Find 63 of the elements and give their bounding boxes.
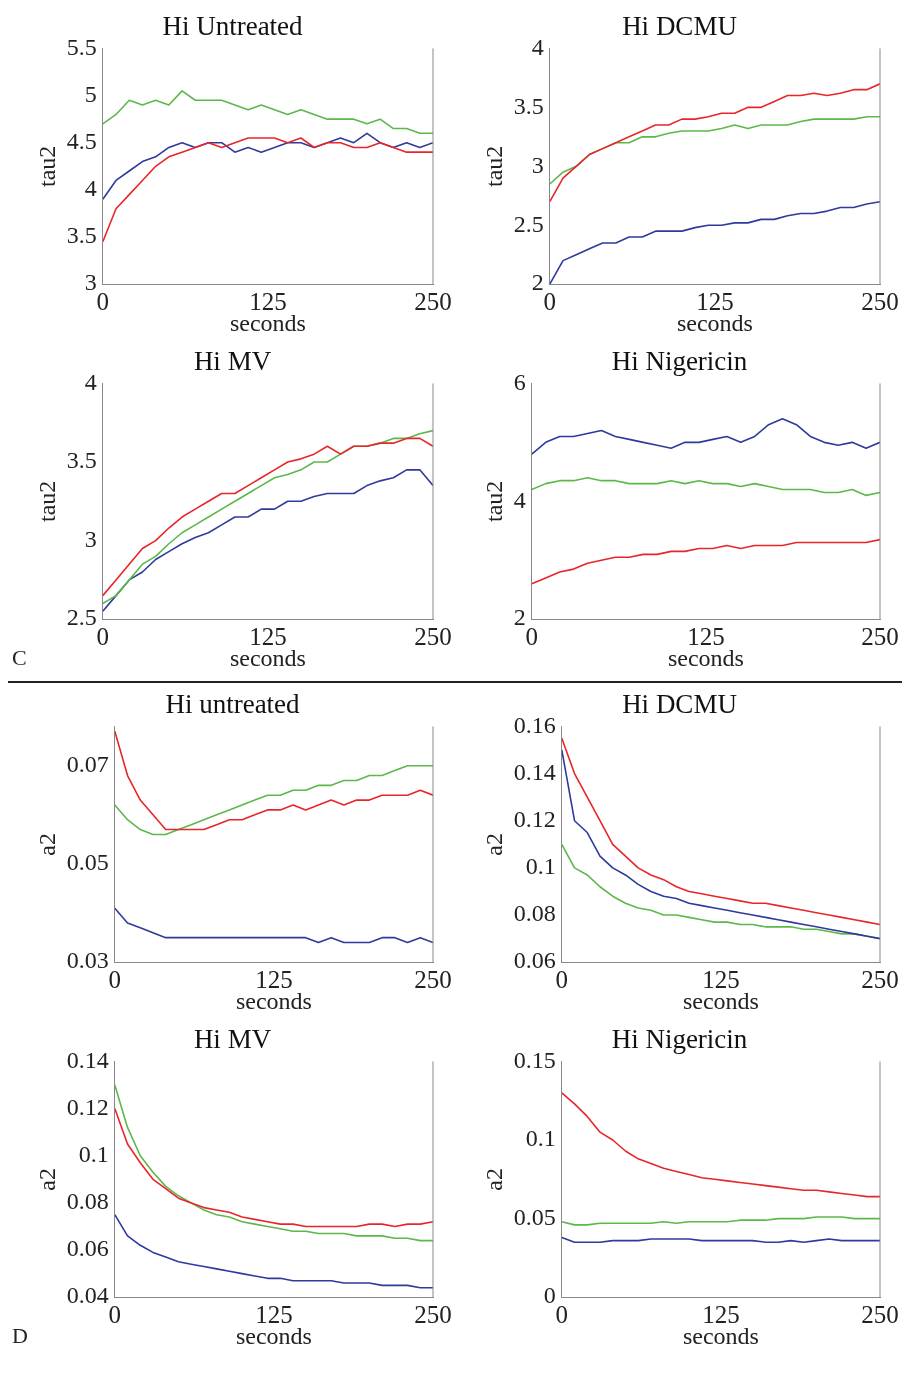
y-tick-label: 4 bbox=[531, 33, 544, 60]
x-tick-label: 250 bbox=[414, 1300, 452, 1328]
x-tick-label: 250 bbox=[861, 622, 899, 650]
y-tick-label: 5 bbox=[84, 80, 97, 107]
y-tick-label: 6 bbox=[513, 368, 526, 395]
chart-title: Hi untreated bbox=[165, 689, 301, 720]
y-tick-label: 0.03 bbox=[66, 947, 109, 974]
y-tick-label: 2 bbox=[513, 604, 526, 631]
y-tick-label: 3 bbox=[84, 525, 97, 552]
y-tick-label: 4 bbox=[84, 368, 97, 395]
text: D bbox=[12, 1322, 28, 1348]
y-tick-label: 3 bbox=[84, 269, 97, 296]
y-tick-label: 0.12 bbox=[66, 1093, 109, 1120]
chart-title: Hi MV bbox=[193, 346, 272, 377]
y-tick-label: 2 bbox=[531, 269, 544, 296]
chart-title: Hi Nigericin bbox=[611, 1024, 748, 1055]
x-tick-label: 250 bbox=[861, 965, 899, 993]
y-tick-label: 0.08 bbox=[66, 1188, 109, 1215]
y-axis-title: tau2 bbox=[33, 480, 60, 522]
x-tick-label: 250 bbox=[861, 1300, 899, 1328]
x-tick-label: 250 bbox=[861, 287, 899, 315]
y-axis-title: a2 bbox=[480, 832, 507, 856]
y-tick-label: 0.1 bbox=[525, 853, 556, 880]
y-tick-label: 4 bbox=[84, 175, 97, 202]
x-tick-label: 250 bbox=[414, 287, 452, 315]
y-tick-label: 0.05 bbox=[66, 849, 109, 876]
y-tick-label: 0.04 bbox=[66, 1282, 109, 1309]
y-tick-label: 0.14 bbox=[66, 1046, 109, 1073]
y-axis-title: tau2 bbox=[480, 480, 507, 522]
chart-title: Hi DCMU bbox=[622, 11, 737, 42]
y-tick-label: 0.07 bbox=[66, 751, 109, 777]
y-tick-label: 0.16 bbox=[513, 711, 556, 738]
y-tick-label: 3.5 bbox=[66, 222, 97, 249]
x-tick-label: 250 bbox=[414, 622, 452, 650]
y-tick-label: 0 bbox=[543, 1282, 556, 1309]
chart-title: Hi Untreated bbox=[162, 11, 304, 42]
y-axis-title: tau2 bbox=[480, 145, 507, 187]
x-tick-label: 250 bbox=[414, 965, 452, 993]
y-tick-label: 0.06 bbox=[66, 1235, 109, 1262]
y-axis-title: tau2 bbox=[33, 145, 60, 187]
y-tick-label: 0.05 bbox=[513, 1203, 556, 1230]
y-tick-label: 0.1 bbox=[78, 1141, 109, 1168]
y-axis-title: a2 bbox=[480, 1167, 507, 1191]
y-tick-label: 0.15 bbox=[513, 1046, 556, 1073]
y-tick-label: 0.06 bbox=[513, 947, 556, 974]
chart-title: Hi Nigericin bbox=[611, 346, 748, 377]
chart-title: Hi MV bbox=[193, 1024, 272, 1055]
y-tick-label: 3.5 bbox=[66, 447, 97, 474]
y-axis-title: a2 bbox=[33, 832, 60, 856]
y-tick-label: 2.5 bbox=[66, 604, 97, 631]
y-tick-label: 0.08 bbox=[513, 900, 556, 927]
text: C bbox=[12, 644, 27, 670]
y-axis-title: a2 bbox=[33, 1167, 60, 1191]
y-tick-label: 2.5 bbox=[513, 210, 544, 237]
y-tick-label: 0.14 bbox=[513, 758, 556, 785]
y-tick-label: 3 bbox=[531, 151, 544, 178]
y-tick-label: 4 bbox=[513, 486, 526, 513]
y-tick-label: 5.5 bbox=[66, 33, 97, 60]
y-tick-label: 0.1 bbox=[525, 1125, 556, 1152]
chart-title: Hi DCMU bbox=[622, 689, 737, 720]
y-tick-label: 0.12 bbox=[513, 806, 556, 833]
y-tick-label: 4.5 bbox=[66, 128, 97, 155]
y-tick-label: 3.5 bbox=[513, 92, 544, 119]
